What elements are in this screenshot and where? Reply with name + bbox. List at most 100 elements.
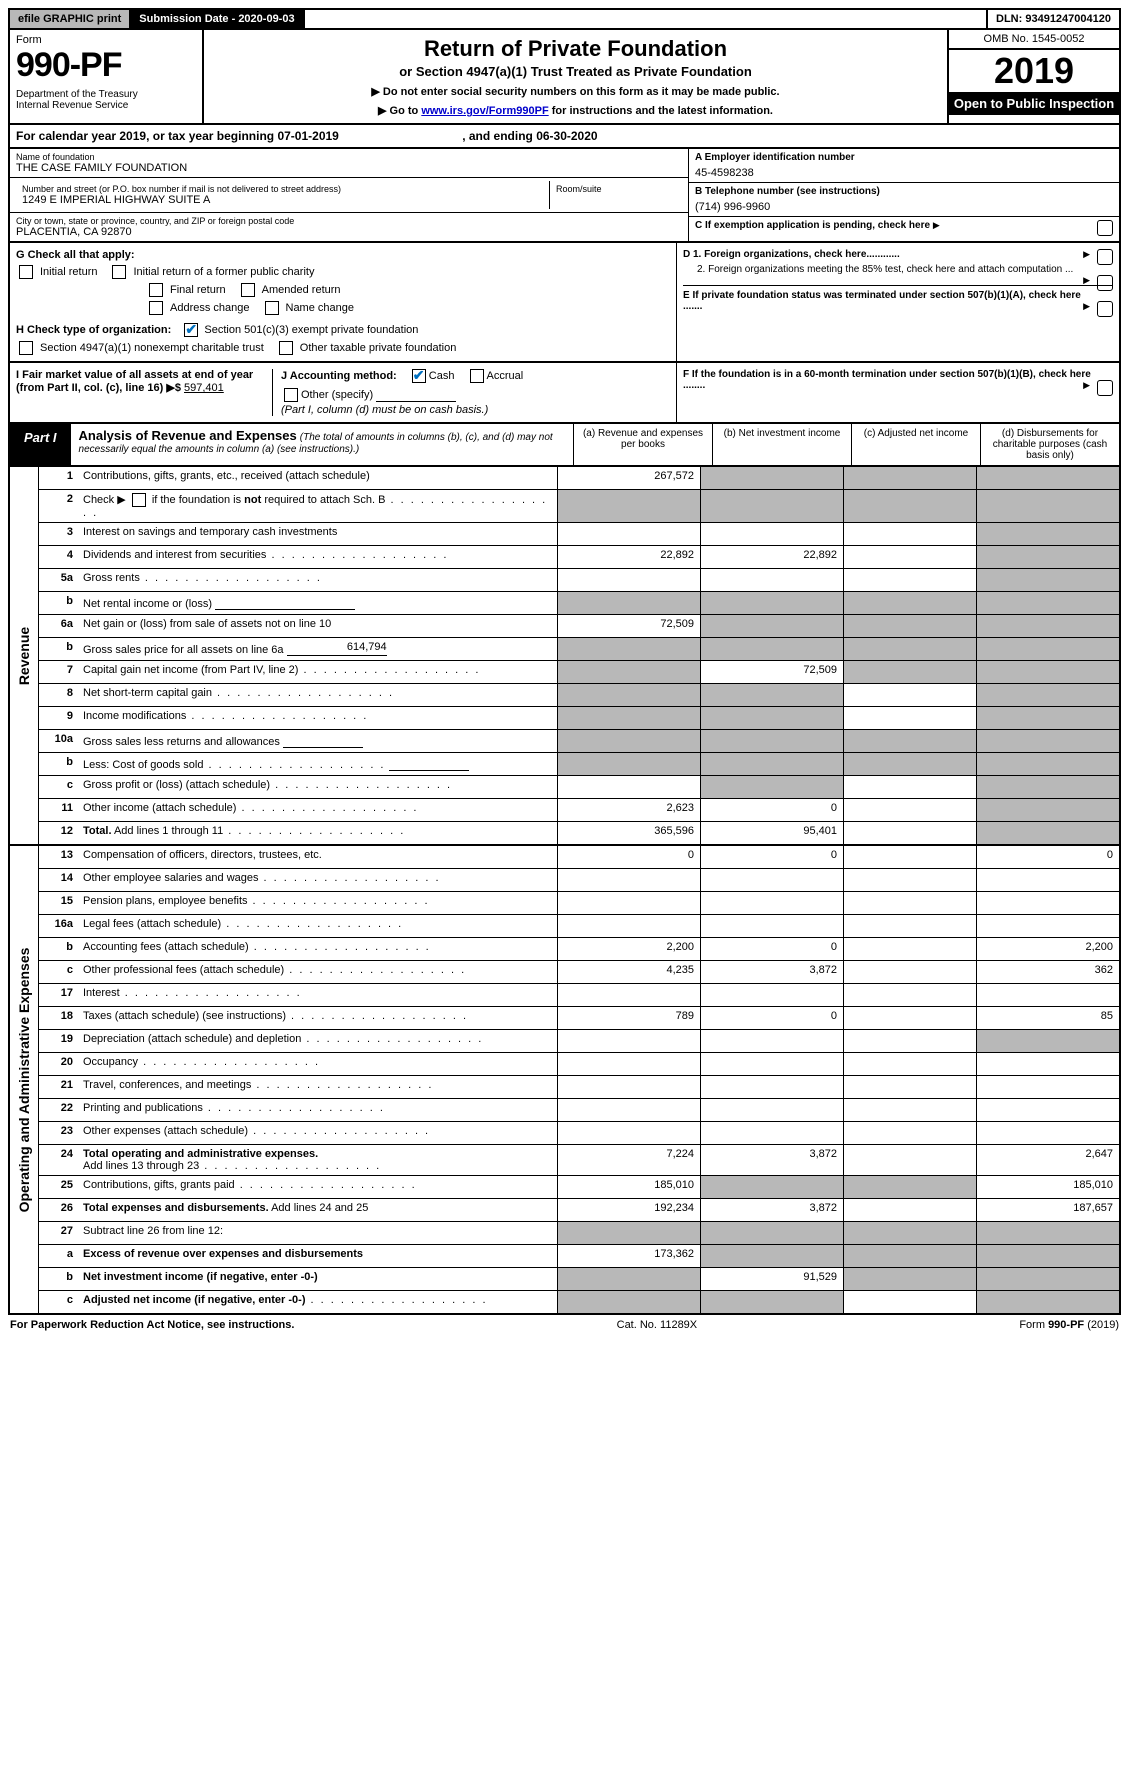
info-grid: Name of foundation THE CASE FAMILY FOUND… — [8, 149, 1121, 243]
line-27c: cAdjusted net income (if negative, enter… — [39, 1291, 1119, 1313]
j-cash[interactable] — [412, 369, 426, 383]
h-501c3[interactable] — [184, 323, 198, 337]
line-2: 2Check ▶ if the foundation is not requir… — [39, 490, 1119, 523]
note-2: ▶ Go to www.irs.gov/Form990PF for instru… — [210, 104, 941, 117]
j-other[interactable] — [284, 388, 298, 402]
foundation-name: THE CASE FAMILY FOUNDATION — [16, 162, 682, 174]
line-20: 20Occupancy — [39, 1053, 1119, 1076]
line-24: 24Total operating and administrative exp… — [39, 1145, 1119, 1176]
form-title: Return of Private Foundation — [210, 36, 941, 62]
line-12: 12Total. Add lines 1 through 11365,59695… — [39, 822, 1119, 844]
line-25: 25Contributions, gifts, grants paid185,0… — [39, 1176, 1119, 1199]
form-subtitle: or Section 4947(a)(1) Trust Treated as P… — [210, 64, 941, 79]
col-c-header: (c) Adjusted net income — [851, 424, 980, 465]
line-26: 26Total expenses and disbursements. Add … — [39, 1199, 1119, 1222]
form-number: 990-PF — [16, 46, 196, 85]
j-accrual[interactable] — [470, 369, 484, 383]
g-address-change[interactable] — [149, 301, 163, 315]
line-16c: cOther professional fees (attach schedul… — [39, 961, 1119, 984]
col-b-header: (b) Net investment income — [712, 424, 851, 465]
j-label: J Accounting method: — [281, 370, 397, 382]
fmv-value: 597,401 — [184, 382, 224, 394]
g-final-return[interactable] — [149, 283, 163, 297]
line-21: 21Travel, conferences, and meetings — [39, 1076, 1119, 1099]
line-1: 1Contributions, gifts, grants, etc., rec… — [39, 467, 1119, 490]
form-word: Form — [16, 34, 196, 46]
part-title: Analysis of Revenue and Expenses — [79, 428, 297, 443]
schb-checkbox[interactable] — [132, 493, 146, 507]
c-checkbox[interactable] — [1097, 220, 1113, 236]
irs-link[interactable]: www.irs.gov/Form990PF — [421, 105, 548, 117]
line-9: 9Income modifications — [39, 707, 1119, 730]
line-16b: bAccounting fees (attach schedule)2,2000… — [39, 938, 1119, 961]
line-27b: bNet investment income (if negative, ent… — [39, 1268, 1119, 1291]
part-label: Part I — [10, 424, 71, 465]
calendar-year-row: For calendar year 2019, or tax year begi… — [8, 125, 1121, 149]
line-11: 11Other income (attach schedule)2,6230 — [39, 799, 1119, 822]
g-initial-return[interactable] — [19, 265, 33, 279]
submission-date: Submission Date - 2020-09-03 — [131, 10, 304, 28]
line-13: 13Compensation of officers, directors, t… — [39, 846, 1119, 869]
h-label: H Check type of organization: — [16, 324, 171, 336]
line-27a: aExcess of revenue over expenses and dis… — [39, 1245, 1119, 1268]
efile-label: efile GRAPHIC print — [10, 10, 131, 28]
omb-number: OMB No. 1545-0052 — [949, 30, 1119, 50]
form-header: Form 990-PF Department of the Treasury I… — [8, 30, 1121, 125]
d1-label: D 1. Foreign organizations, check here..… — [683, 249, 900, 260]
phone-label: B Telephone number (see instructions) — [695, 186, 1113, 197]
col-a-header: (a) Revenue and expenses per books — [573, 424, 712, 465]
line-15: 15Pension plans, employee benefits — [39, 892, 1119, 915]
part-1-header: Part I Analysis of Revenue and Expenses … — [8, 424, 1121, 467]
f-checkbox[interactable] — [1097, 380, 1113, 396]
revenue-table: Revenue 1Contributions, gifts, grants, e… — [8, 467, 1121, 846]
line-6a: 6aNet gain or (loss) from sale of assets… — [39, 615, 1119, 638]
line-5b: bNet rental income or (loss) — [39, 592, 1119, 615]
line-27: 27Subtract line 26 from line 12: — [39, 1222, 1119, 1245]
line-16a: 16aLegal fees (attach schedule) — [39, 915, 1119, 938]
dept: Department of the Treasury Internal Reve… — [16, 89, 196, 111]
ein-label: A Employer identification number — [695, 152, 1113, 163]
tax-year: 2019 — [949, 50, 1119, 92]
j-note: (Part I, column (d) must be on cash basi… — [281, 404, 670, 416]
line-18: 18Taxes (attach schedule) (see instructi… — [39, 1007, 1119, 1030]
g-label: G Check all that apply: — [16, 249, 135, 261]
footer-right: Form 990-PF (2019) — [1019, 1319, 1119, 1331]
f-label: F If the foundation is in a 60-month ter… — [683, 369, 1091, 391]
d2-label: 2. Foreign organizations meeting the 85%… — [697, 264, 1073, 275]
c-label: C If exemption application is pending, c… — [695, 220, 930, 231]
line-23: 23Other expenses (attach schedule) — [39, 1122, 1119, 1145]
g-amended-return[interactable] — [241, 283, 255, 297]
g-initial-former[interactable] — [112, 265, 126, 279]
col-d-header: (d) Disbursements for charitable purpose… — [980, 424, 1119, 465]
phone: (714) 996-9960 — [695, 201, 1113, 213]
d2-checkbox[interactable] — [1097, 275, 1113, 291]
expenses-side-label: Operating and Administrative Expenses — [16, 947, 32, 1212]
e-label: E If private foundation status was termi… — [683, 290, 1081, 312]
line-22: 22Printing and publications — [39, 1099, 1119, 1122]
address: 1249 E IMPERIAL HIGHWAY SUITE A — [22, 194, 543, 206]
expenses-table: Operating and Administrative Expenses 13… — [8, 846, 1121, 1315]
e-checkbox[interactable] — [1097, 301, 1113, 317]
section-i-j: I Fair market value of all assets at end… — [8, 363, 1121, 424]
addr-label: Number and street (or P.O. box number if… — [22, 184, 543, 194]
g-name-change[interactable] — [265, 301, 279, 315]
city: PLACENTIA, CA 92870 — [16, 226, 682, 238]
line-3: 3Interest on savings and temporary cash … — [39, 523, 1119, 546]
dln: DLN: 93491247004120 — [988, 10, 1119, 28]
line-6b: bGross sales price for all assets on lin… — [39, 638, 1119, 661]
revenue-side-label: Revenue — [16, 626, 32, 684]
line-10c: cGross profit or (loss) (attach schedule… — [39, 776, 1119, 799]
section-g-h: G Check all that apply: Initial return I… — [8, 243, 1121, 363]
footer-mid: Cat. No. 11289X — [617, 1319, 698, 1331]
line-5a: 5aGross rents — [39, 569, 1119, 592]
open-inspection: Open to Public Inspection — [949, 92, 1119, 115]
city-label: City or town, state or province, country… — [16, 216, 682, 226]
line-17: 17Interest — [39, 984, 1119, 1007]
line-14: 14Other employee salaries and wages — [39, 869, 1119, 892]
top-bar: efile GRAPHIC print Submission Date - 20… — [8, 8, 1121, 30]
d1-checkbox[interactable] — [1097, 249, 1113, 265]
h-other-taxable[interactable] — [279, 341, 293, 355]
h-4947[interactable] — [19, 341, 33, 355]
line-10a: 10aGross sales less returns and allowanc… — [39, 730, 1119, 753]
footer-left: For Paperwork Reduction Act Notice, see … — [10, 1319, 294, 1331]
